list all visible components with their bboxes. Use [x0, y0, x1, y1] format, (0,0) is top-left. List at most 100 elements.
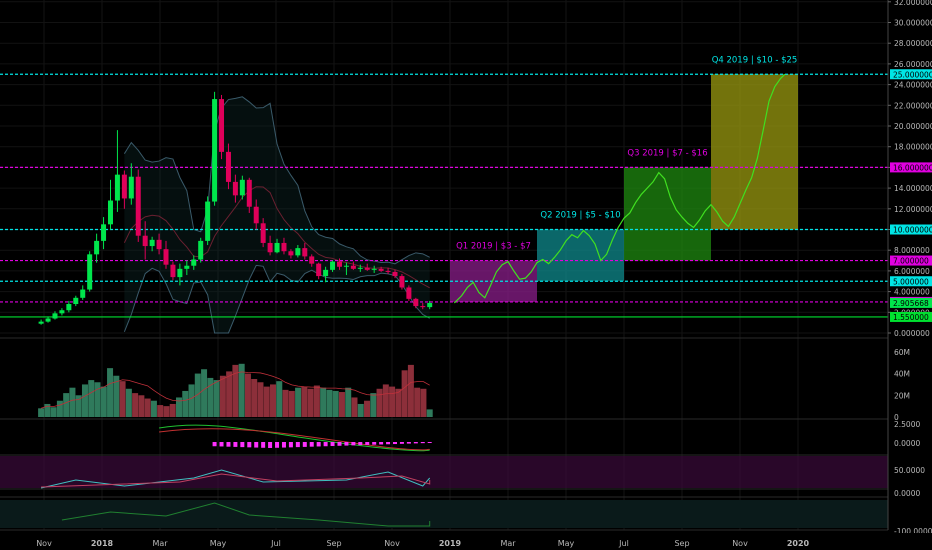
- time-tick-label: Nov: [36, 539, 52, 548]
- volume-bar: [125, 388, 132, 417]
- volume-bar: [132, 393, 139, 417]
- macd-histogram-bar: [351, 442, 356, 446]
- volume-bar: [50, 407, 57, 417]
- candle-body: [212, 99, 218, 202]
- rsi-line: [40, 469, 431, 489]
- forecast-zones: Q1 2019 | $3 - $7 Q2 2019 | $5 - $10 Q3 20…: [450, 55, 798, 302]
- volume-bar: [219, 375, 226, 417]
- price-level-label: 7.000000: [893, 257, 929, 266]
- macd-tick-label: 2.5000: [894, 420, 920, 429]
- price-level-badge: [890, 311, 932, 322]
- macd-histogram-bar: [372, 442, 377, 445]
- forecast-path: [453, 73, 786, 304]
- volume-tick-label: 20M: [894, 391, 910, 400]
- volume-bar: [144, 398, 151, 417]
- bollinger-mid: [123, 186, 430, 289]
- price-tick-label: 4.000000: [894, 288, 930, 297]
- volume-bar: [382, 384, 389, 417]
- candle-body: [371, 268, 377, 270]
- rsi-pane: [0, 456, 888, 489]
- volume-bar: [175, 397, 182, 417]
- volume-tick-label: 40M: [894, 370, 910, 379]
- price-tick-label: 8.000000: [894, 246, 930, 255]
- volume-bar: [351, 397, 358, 417]
- macd-line: [158, 424, 430, 452]
- macd-histogram-bar: [344, 442, 349, 446]
- volume-bar: [38, 408, 45, 417]
- candle-body: [191, 259, 197, 266]
- candle-body: [343, 265, 349, 267]
- candle-body: [121, 174, 127, 199]
- candle-body: [260, 223, 266, 243]
- candle-body: [427, 302, 433, 308]
- forecast-zone: [537, 229, 624, 282]
- volume-bar: [407, 364, 414, 417]
- time-tick-label: 2018: [91, 539, 114, 548]
- forecast-zone: [450, 260, 537, 302]
- volume-bar: [338, 392, 345, 417]
- candle-body: [219, 99, 225, 152]
- macd-histogram-bar: [226, 442, 231, 447]
- volume-bar: [63, 393, 70, 417]
- volume-bar: [270, 384, 277, 417]
- volume-bar: [263, 386, 270, 417]
- forecast-line: [453, 73, 786, 304]
- zone-label: Q1 2019 | $3 - $7: [456, 242, 531, 252]
- time-tick-label: 2019: [439, 539, 462, 548]
- price-level-badge: [890, 255, 932, 266]
- macd-pane: [158, 424, 432, 452]
- candle-body: [406, 287, 412, 299]
- volume-bar: [81, 384, 88, 417]
- candle-body: [156, 239, 162, 250]
- price-tick-label: 32.000000: [894, 0, 932, 7]
- volume-bar: [414, 387, 421, 417]
- candle-body: [336, 261, 342, 267]
- price-tick-label: 18.000000: [894, 143, 932, 152]
- forecast-zone: [711, 74, 798, 230]
- time-axis[interactable]: Nov 2018 Mar May Jul Sep Nov 2019 Mar May Jul Sep No…: [0, 533, 932, 550]
- volume-tick-label: 60M: [894, 348, 910, 357]
- last-price-badge: [890, 297, 932, 308]
- macd-histogram-bar: [268, 442, 273, 448]
- price-level-label: 1.550000: [893, 313, 929, 322]
- macd-histogram-bar: [420, 442, 425, 444]
- price-level-label: 16.000000: [893, 163, 932, 172]
- volume-bar: [44, 403, 51, 417]
- price-level-badge: [890, 276, 932, 287]
- candle-body: [45, 318, 51, 322]
- candle-body: [392, 271, 398, 277]
- volume-bar: [150, 400, 157, 417]
- macd-histogram-bar: [288, 442, 293, 448]
- volume-bar: [276, 381, 283, 417]
- time-tick-label: Mar: [152, 539, 168, 548]
- volume-bar: [295, 387, 302, 417]
- volume-bar: [188, 384, 195, 417]
- candle-body: [205, 201, 211, 241]
- cci-band: [0, 500, 888, 528]
- volume-bar: [213, 380, 220, 417]
- zone-label: Q3 2019 | $7 - $16: [627, 148, 707, 158]
- candle-body: [101, 224, 107, 241]
- price-tick-label: 30.000000: [894, 19, 932, 28]
- candle-body: [274, 242, 280, 253]
- candle-body: [350, 265, 356, 269]
- time-tick-label: Mar: [500, 539, 516, 548]
- candle-body: [413, 298, 419, 307]
- volume-tick-label: 0: [894, 413, 899, 422]
- macd-histogram-bar: [399, 442, 404, 444]
- volume-bar: [194, 373, 201, 417]
- time-axis-bg: [0, 533, 932, 550]
- price-level-badge: [890, 224, 932, 235]
- candle-body: [198, 240, 204, 260]
- price-tick-label: 12.000000: [894, 205, 932, 214]
- volume-bar: [169, 403, 176, 417]
- macd-histogram-bar: [254, 442, 259, 448]
- macd-histogram-bar: [413, 442, 418, 444]
- candle-body: [323, 269, 329, 277]
- price-axis[interactable]: 32.000000 30.000000 28.000000 26.000000 24.0…: [887, 0, 932, 536]
- candle-body: [149, 239, 155, 247]
- time-tick-label: Sep: [674, 539, 689, 548]
- price-tick-label: 28.000000: [894, 39, 932, 48]
- volume-bar: [238, 363, 245, 417]
